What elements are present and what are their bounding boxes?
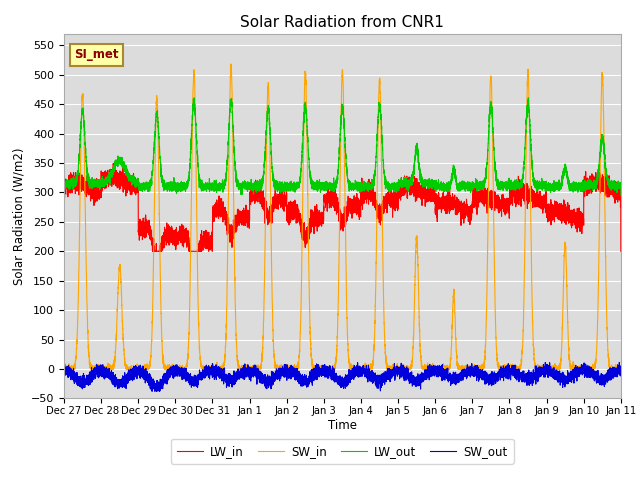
- SW_out: [60, 372, 68, 377]
- Line: LW_out: LW_out: [64, 98, 621, 195]
- SW_in: [467, 366, 475, 372]
- LW_out: [483, 163, 490, 169]
- SW_in: [587, 366, 595, 372]
- LW_in: [587, 178, 595, 184]
- SW_in: [250, 366, 257, 372]
- LW_in: [60, 187, 68, 192]
- SW_in: [60, 366, 68, 372]
- SW_in: [617, 366, 625, 372]
- LW_out: [60, 180, 68, 186]
- Y-axis label: Solar Radiation (W/m2): Solar Radiation (W/m2): [12, 147, 26, 285]
- SW_out: [467, 372, 475, 377]
- SW_out: [594, 376, 602, 382]
- LW_out: [524, 95, 532, 101]
- SW_in: [60, 366, 68, 372]
- LW_out: [250, 185, 257, 191]
- LW_out: [594, 176, 602, 182]
- LW_out: [324, 182, 332, 188]
- SW_in: [227, 61, 235, 67]
- X-axis label: Time: Time: [328, 419, 357, 432]
- Title: Solar Radiation from CNR1: Solar Radiation from CNR1: [241, 15, 444, 30]
- LW_in: [109, 161, 117, 167]
- SW_in: [324, 365, 332, 371]
- SW_out: [483, 372, 491, 377]
- LW_in: [148, 249, 156, 254]
- SW_out: [616, 360, 623, 365]
- LW_in: [594, 176, 602, 182]
- SW_out: [587, 368, 595, 374]
- SW_out: [250, 374, 257, 380]
- SW_out: [324, 373, 332, 379]
- LW_out: [587, 179, 595, 185]
- Line: SW_in: SW_in: [64, 64, 621, 369]
- LW_in: [467, 206, 475, 212]
- Legend: LW_in, SW_in, LW_out, SW_out: LW_in, SW_in, LW_out, SW_out: [171, 439, 514, 464]
- SW_out: [148, 388, 156, 394]
- LW_in: [250, 187, 257, 193]
- LW_in: [617, 249, 625, 254]
- LW_in: [324, 190, 332, 195]
- Line: LW_in: LW_in: [64, 164, 621, 252]
- Line: SW_out: SW_out: [64, 362, 621, 391]
- SW_in: [483, 292, 491, 298]
- Text: SI_met: SI_met: [74, 48, 118, 61]
- LW_out: [617, 192, 625, 198]
- SW_out: [617, 366, 625, 372]
- SW_in: [594, 325, 602, 331]
- LW_in: [483, 189, 491, 194]
- LW_out: [467, 184, 475, 190]
